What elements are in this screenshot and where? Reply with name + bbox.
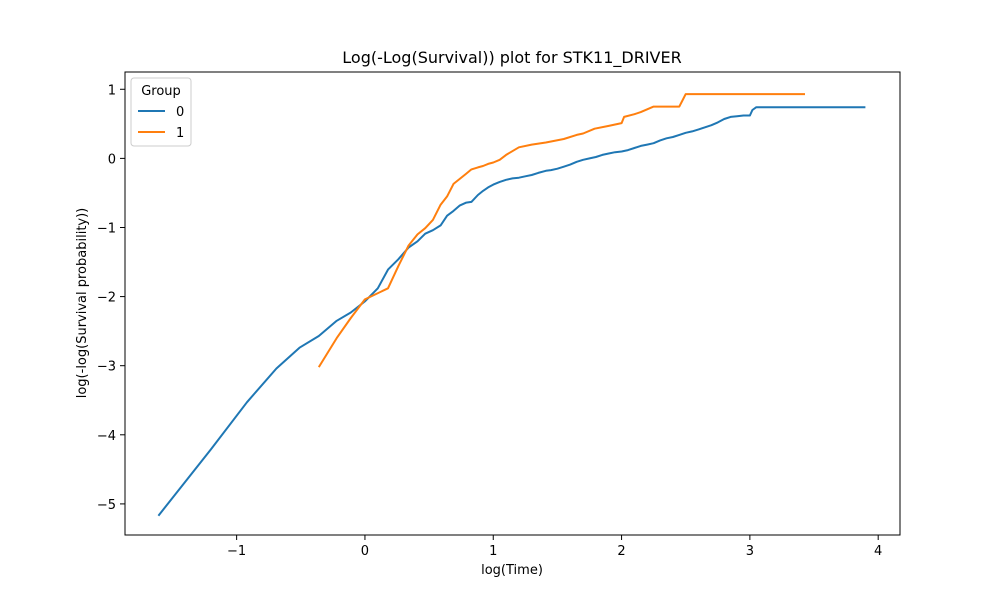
series-line-0 — [157, 106, 866, 517]
series-line-1 — [317, 93, 805, 368]
legend-label-series-0: 0 — [176, 105, 184, 120]
plot-area — [125, 72, 900, 535]
chart-title: Log(-Log(Survival)) plot for STK11_DRIVE… — [342, 48, 681, 68]
x-tick-label: 1 — [489, 544, 497, 559]
x-tick-label: −1 — [227, 544, 246, 559]
series-layer — [157, 93, 866, 517]
legend: Group 0 1 — [130, 77, 192, 147]
y-tick-label: −5 — [97, 498, 116, 513]
y-axis-ticks: −5 −4 −3 −2 −1 0 1 — [97, 83, 125, 513]
y-tick-label: 1 — [108, 83, 116, 98]
y-tick-label: −4 — [97, 429, 116, 444]
y-axis-label: log(-log(Survival probability)) — [75, 208, 90, 399]
x-tick-label: 0 — [361, 544, 369, 559]
y-tick-label: −1 — [97, 221, 116, 236]
y-tick-label: −2 — [97, 291, 116, 306]
x-tick-label: 3 — [746, 544, 754, 559]
x-axis-label: log(Time) — [481, 563, 543, 578]
y-tick-label: 0 — [108, 152, 116, 167]
x-axis-ticks: −1 0 1 2 3 4 — [227, 535, 882, 559]
y-tick-label: −3 — [97, 360, 116, 375]
legend-label-series-1: 1 — [176, 126, 184, 141]
plot-frame — [124, 71, 901, 536]
legend-title: Group — [141, 84, 181, 99]
x-tick-label: 4 — [874, 544, 882, 559]
x-tick-label: 2 — [617, 544, 625, 559]
